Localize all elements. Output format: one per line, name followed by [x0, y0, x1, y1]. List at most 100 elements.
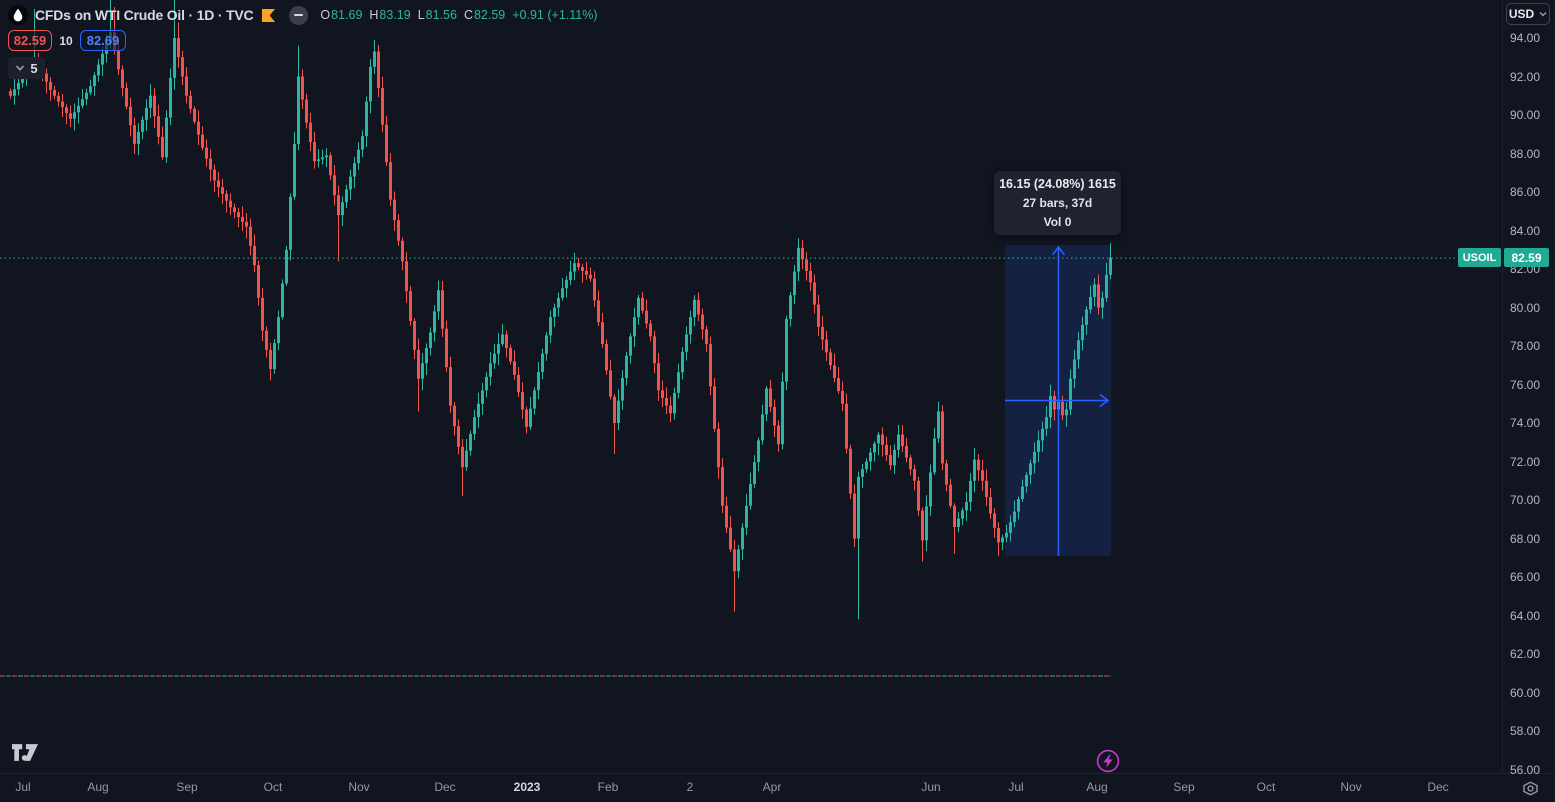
candle-body	[225, 193, 228, 201]
candle-body	[217, 180, 220, 188]
tradingview-logo[interactable]	[12, 744, 38, 766]
candle-body	[1005, 532, 1008, 538]
candle-body	[209, 158, 212, 170]
candle-wick	[582, 263, 583, 283]
candle-body	[589, 274, 592, 279]
candle-body	[909, 457, 912, 470]
candle-body	[897, 434, 900, 450]
open-label: O	[320, 8, 331, 22]
candle-body	[317, 159, 320, 162]
candle-body	[77, 105, 80, 113]
candle-body	[429, 332, 432, 348]
candle-body	[841, 390, 844, 404]
candle-body	[865, 461, 868, 470]
close-label: C	[463, 8, 473, 22]
collapse-legend-button[interactable]	[289, 5, 309, 25]
candle-wick	[614, 394, 615, 454]
time-tick-label: Jul	[15, 780, 31, 794]
candle-body	[493, 353, 496, 364]
candle-body	[969, 480, 972, 502]
candle-body	[721, 467, 724, 506]
candle-body	[121, 69, 124, 89]
candle-body	[1077, 340, 1080, 360]
candle-body	[377, 51, 380, 89]
candle-body	[961, 510, 964, 519]
candle-body	[297, 76, 300, 144]
price-tick-label: 68.00	[1510, 531, 1541, 546]
candle-body	[85, 92, 88, 100]
candle-body	[401, 240, 404, 262]
candle-body	[665, 397, 668, 406]
candle-body	[593, 278, 596, 301]
candle-body	[253, 245, 256, 266]
candle-body	[993, 513, 996, 528]
candle-body	[473, 417, 476, 434]
candle-body	[421, 363, 424, 379]
candle-body	[481, 390, 484, 404]
candle-body	[541, 353, 544, 372]
candle-body	[553, 307, 556, 318]
price-tick-label: 66.00	[1510, 570, 1541, 584]
candle-body	[313, 141, 316, 162]
price-tick-label: 62.00	[1510, 647, 1541, 661]
chevron-down-icon	[1539, 12, 1547, 17]
price-axis[interactable]: 94.00 92.00 90.00 88.00 86.00 84.00 82.00 80.00…	[1503, 0, 1555, 777]
candle-body	[1109, 257, 1112, 275]
candle-body	[137, 131, 140, 144]
candle-body	[685, 334, 688, 352]
price-tag-blue[interactable]: 82.69	[80, 30, 126, 51]
candle-body	[813, 282, 816, 305]
measure-change: 16.15 (24.08%) 1615	[999, 177, 1116, 191]
symbol-title[interactable]: CFDs on WTI Crude Oil · 1D · TVC	[35, 7, 254, 23]
candle-body	[89, 86, 92, 93]
time-tick-label: Aug	[87, 780, 109, 794]
candle-wick	[878, 432, 879, 456]
price-tick-label: 90.00	[1510, 108, 1541, 122]
currency-button[interactable]: USD	[1506, 3, 1550, 25]
candle-body	[357, 149, 360, 164]
candle-body	[269, 349, 272, 370]
candle-body	[393, 199, 396, 221]
candlestick-chart[interactable]	[0, 0, 1502, 773]
candle-body	[533, 390, 536, 409]
gear-icon-button[interactable]	[1521, 780, 1540, 797]
candle-body	[997, 527, 1000, 543]
candle-body	[333, 175, 336, 196]
candle-body	[153, 95, 156, 117]
candle-body	[501, 334, 504, 345]
orange-flag-icon[interactable]	[262, 8, 276, 22]
candle-body	[765, 388, 768, 415]
indicators-toggle[interactable]: 5	[8, 57, 45, 79]
time-axis[interactable]: Jul Aug Sep Oct Nov Dec 2023 Feb 2 Apr Jun Jul Aug Se…	[0, 774, 1555, 802]
price-axis-separator	[1502, 0, 1503, 773]
candle-body	[861, 469, 864, 477]
candle-body	[289, 196, 292, 250]
candle-wick	[322, 149, 323, 165]
candle-body	[385, 124, 388, 163]
candle-body	[837, 378, 840, 391]
candle-body	[741, 527, 744, 550]
candle-body	[489, 363, 492, 377]
indicators-count: 5	[30, 60, 38, 76]
candle-body	[1037, 440, 1040, 452]
price-tick-label: 84.00	[1510, 223, 1541, 238]
price-tag-red[interactable]: 82.59	[8, 30, 52, 51]
time-tick-label: 2023	[513, 780, 541, 794]
candle-body	[237, 212, 240, 218]
measure-volume: Vol 0	[1043, 215, 1072, 229]
candle-body	[205, 147, 208, 159]
candle-body	[769, 388, 772, 407]
candle-body	[933, 438, 936, 473]
candle-body	[321, 157, 324, 160]
time-tick-label: Aug	[1086, 780, 1108, 794]
candle-body	[761, 414, 764, 441]
candle-body	[409, 291, 412, 321]
high-label: H	[369, 8, 379, 22]
candle-body	[565, 279, 568, 289]
lightning-icon-button[interactable]	[1095, 748, 1121, 774]
candle-body	[417, 349, 420, 379]
candle-body	[81, 99, 84, 106]
candle-body	[893, 449, 896, 466]
time-tick-label: Dec	[1427, 780, 1449, 794]
candle-body	[201, 134, 204, 148]
